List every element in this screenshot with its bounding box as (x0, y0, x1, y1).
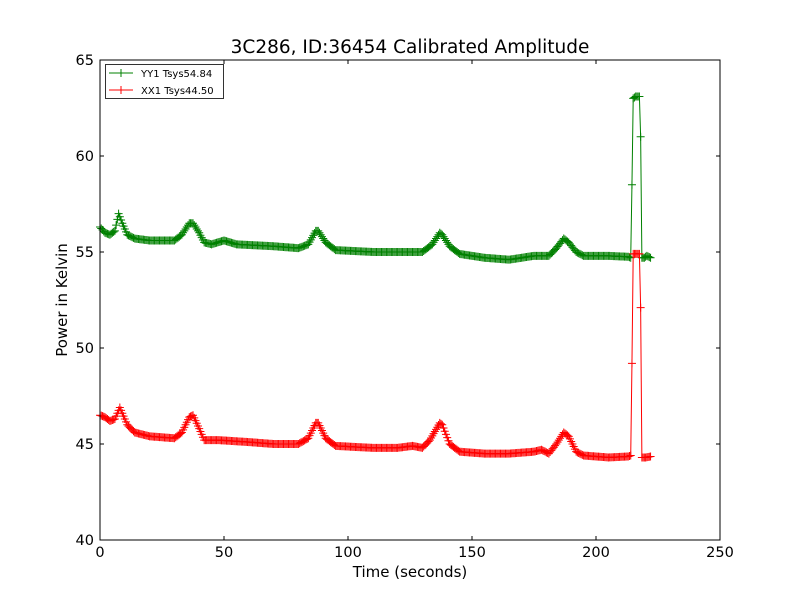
data-point-marker (443, 433, 452, 442)
data-point-marker (430, 427, 439, 436)
data-point-marker (428, 431, 437, 440)
legend-box (105, 64, 224, 99)
data-point-marker (444, 436, 453, 445)
y-tick-label: 55 (76, 245, 94, 261)
legend-label-yy1: YY1 Tsys54.84 (140, 69, 212, 80)
x-tick-label: 100 (334, 545, 362, 561)
data-point-marker (636, 132, 645, 141)
legend-entry-yy1: YY1 Tsys54.84 (109, 69, 212, 80)
chart-title: 3C286, ID:36454 Calibrated Amplitude (231, 37, 590, 58)
data-point-marker (117, 216, 126, 224)
x-tick-label: 150 (458, 545, 486, 561)
legend-label-xx1: XX1 Tsys44.50 (141, 86, 214, 97)
data-point-marker (626, 451, 635, 460)
x-tick-label: 250 (706, 545, 734, 561)
data-point-marker (635, 249, 644, 258)
data-point-marker (112, 221, 121, 230)
data-point-marker (433, 423, 442, 432)
y-axis: 40 45 50 55 60 65 (76, 53, 720, 549)
y-tick-label: 60 (76, 149, 94, 165)
y-tick-label: 45 (76, 437, 94, 453)
series-xx1 (96, 249, 655, 462)
data-point-marker (429, 429, 438, 438)
series-layer (96, 92, 655, 462)
plot-frame (99, 59, 721, 541)
data-point-marker (438, 420, 447, 429)
data-point-marker (115, 212, 124, 221)
x-axis: 0 50 100 150 200 250 (95, 60, 734, 561)
legend-marker-xx1 (117, 86, 125, 94)
x-tick-label: 50 (215, 545, 233, 561)
data-point-marker (114, 209, 123, 218)
series-yy1 (96, 92, 655, 264)
data-point-marker (110, 226, 119, 235)
data-point-marker (437, 419, 445, 428)
data-point-marker (439, 424, 448, 432)
x-axis-label: Time (seconds) (352, 563, 468, 581)
y-tick-label: 40 (76, 533, 94, 549)
data-point-marker (432, 425, 441, 434)
data-point-marker (645, 253, 654, 262)
x-tick-label: 200 (582, 545, 610, 561)
data-point-marker (636, 303, 645, 312)
y-tick-label: 50 (76, 341, 94, 357)
data-point-marker (635, 92, 644, 101)
legend: YY1 Tsys54.84 XX1 Tsys44.50 (105, 64, 224, 99)
data-point-marker (440, 427, 449, 436)
data-point-marker (646, 253, 655, 262)
data-point-marker (427, 434, 436, 442)
x-tick-label: 0 (95, 545, 104, 561)
data-point-marker (627, 180, 636, 189)
data-point-marker (441, 430, 450, 439)
data-point-marker (627, 359, 636, 368)
legend-entry-xx1: XX1 Tsys44.50 (109, 86, 214, 97)
y-axis-label: Power in Kelvin (53, 243, 71, 357)
data-point-marker (425, 436, 434, 445)
data-point-marker (109, 227, 118, 236)
data-point-marker (193, 226, 202, 235)
legend-marker-yy1 (117, 69, 125, 77)
y-tick-label: 65 (76, 53, 94, 69)
data-point-marker (646, 452, 655, 461)
